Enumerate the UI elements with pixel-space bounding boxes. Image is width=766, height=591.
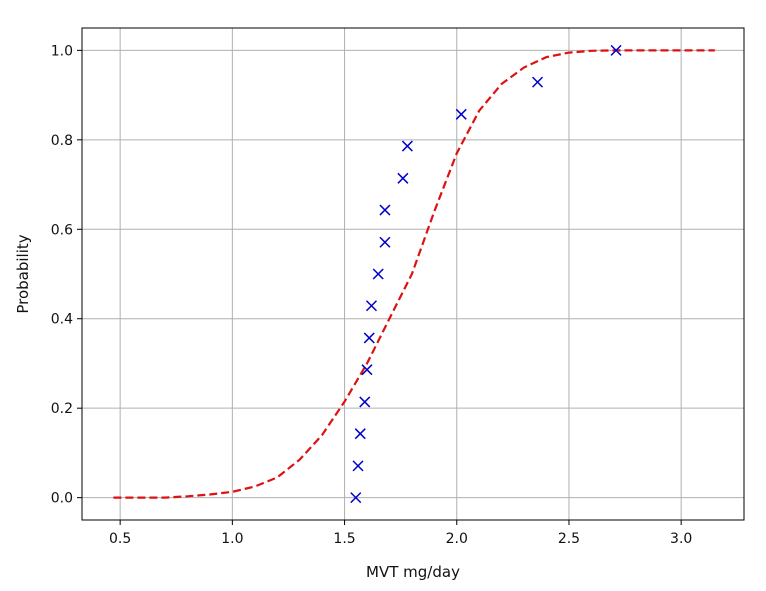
x-tick-label: 1.5 xyxy=(333,531,355,547)
data-point-marker xyxy=(363,332,375,344)
data-point-marker xyxy=(379,236,391,248)
x-axis-label: MVT mg/day xyxy=(366,563,460,581)
y-tick-label: 1.0 xyxy=(51,43,73,59)
x-tick-label: 2.0 xyxy=(446,531,468,547)
observed-points xyxy=(350,44,622,504)
fitted-curve-line xyxy=(113,49,715,499)
data-point-marker xyxy=(610,44,622,56)
fitted-curve xyxy=(113,49,715,499)
plot-frame xyxy=(81,27,745,521)
x-tick-label: 1.0 xyxy=(221,531,243,547)
data-point-marker xyxy=(352,460,364,472)
axis-ticks: 0.5 1.0 1.5 2.0 2.5 3.0 0.0 0.2 0.4 0.6 0.8 1.0 xyxy=(51,43,693,547)
data-point-marker xyxy=(379,204,391,216)
y-tick-label: 0.2 xyxy=(51,401,73,417)
y-tick-label: 0.0 xyxy=(51,491,73,507)
data-point-marker xyxy=(361,364,373,376)
y-axis-label: Probability xyxy=(14,234,32,313)
grid-lines xyxy=(82,28,744,520)
data-point-marker xyxy=(372,268,384,280)
data-point-marker xyxy=(350,492,362,504)
x-tick-label: 0.5 xyxy=(109,531,131,547)
y-tick-label: 0.8 xyxy=(51,133,73,149)
x-tick-label: 3.0 xyxy=(670,531,692,547)
data-point-marker xyxy=(359,396,371,408)
data-point-marker xyxy=(397,172,409,184)
y-tick-label: 0.6 xyxy=(51,222,73,238)
data-point-marker xyxy=(354,428,366,440)
data-point-marker xyxy=(365,300,378,312)
y-tick-label: 0.4 xyxy=(51,312,73,328)
data-point-marker xyxy=(455,108,467,120)
data-point-marker xyxy=(401,140,413,152)
data-point-marker xyxy=(532,76,544,88)
x-tick-label: 2.5 xyxy=(558,531,580,547)
